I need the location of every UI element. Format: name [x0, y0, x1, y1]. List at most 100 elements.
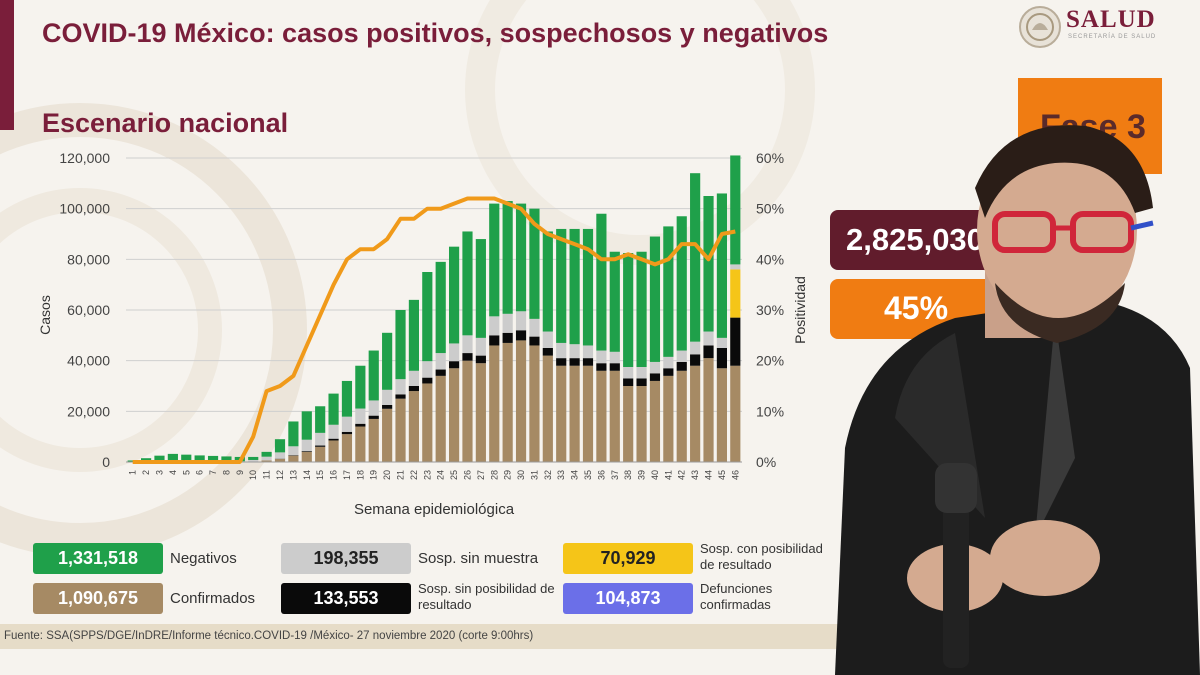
bar-segment [382, 389, 393, 405]
x-tick-label: 35 [583, 470, 593, 480]
bar-segment [194, 455, 205, 462]
bar-segment [221, 456, 232, 462]
bar-segment [676, 350, 687, 362]
bar-segment [609, 370, 620, 462]
x-tick-label: 17 [342, 470, 352, 480]
bar-segment [663, 375, 674, 462]
bar-segment [368, 350, 379, 401]
bar-segment [623, 253, 634, 367]
x-tick-label: 24 [436, 470, 446, 480]
x-tick-label: 19 [369, 470, 379, 480]
bar-segment [703, 196, 714, 332]
bar-segment [623, 367, 634, 379]
x-tick-label: 10 [248, 470, 258, 480]
bar-segment [140, 458, 152, 462]
salud-logo-icon [1019, 6, 1061, 48]
bar-segment [529, 318, 540, 337]
x-tick-label: 6 [195, 470, 205, 475]
x-tick-label: 22 [409, 470, 419, 480]
legend-label-sin-posibilidad: Sosp. sin posibilidad de resultado [418, 581, 555, 612]
x-tick-label: 3 [154, 470, 164, 475]
x-tick-label: 40 [650, 470, 660, 480]
bar-segment [207, 455, 219, 462]
y-tick-label: 100,000 [59, 201, 110, 217]
bar-segment [274, 439, 286, 453]
bar-segment [395, 398, 406, 462]
logo-text: SALUD [1066, 6, 1156, 33]
bar-segment [690, 354, 701, 366]
legend-value-defunciones: 104,873 [595, 588, 661, 608]
total-tests-value: 2,825,030 [846, 222, 984, 257]
x-tick-label: 39 [637, 470, 647, 480]
bar-segment [154, 455, 165, 461]
bar-segment [288, 446, 299, 456]
x-tick-label: 29 [503, 470, 513, 480]
bar-segment [422, 377, 433, 384]
bar-segment [475, 355, 486, 364]
bar-segment [448, 246, 460, 344]
positivity-value: 45% [884, 290, 949, 326]
x-tick-label: 13 [288, 470, 298, 480]
legend-value-negativos: 1,331,518 [57, 548, 139, 568]
bar-segment [556, 365, 567, 462]
x-tick-label: 32 [543, 470, 553, 480]
bar-segment [315, 406, 326, 433]
legend-swatch-sin-posibilidad: 133,553 [281, 583, 411, 614]
bar-segment [582, 365, 594, 462]
footer-bar [0, 624, 845, 649]
bar-segment [462, 353, 473, 361]
bar-segment [730, 365, 741, 462]
bar-segment [649, 380, 661, 462]
bar-segment [395, 379, 406, 395]
bar-segment [569, 228, 580, 345]
legend-label-negativos: Negativos [170, 550, 237, 567]
bar-segment [248, 456, 259, 460]
bar-segment [368, 415, 379, 419]
bar-segment [716, 348, 728, 369]
bar-segment [556, 358, 567, 366]
y-tick-label: 20,000 [67, 403, 110, 419]
bar-segment [663, 356, 674, 369]
x-tick-label: 20 [382, 470, 392, 480]
x-tick-label: 43 [690, 470, 700, 480]
bar-segment [288, 455, 299, 456]
bar-segment [556, 342, 567, 359]
bar-segment [676, 361, 687, 371]
bar-segment [448, 368, 460, 462]
bar-segment [489, 203, 500, 317]
bar-segment [502, 332, 513, 343]
bar-segment [529, 345, 540, 462]
bar-segment [368, 400, 379, 416]
bar-segment [716, 368, 728, 462]
x-tick-label: 31 [529, 470, 539, 480]
x-tick-label: 25 [449, 470, 459, 480]
bar-segment [636, 378, 647, 386]
bar-segment [355, 426, 366, 462]
page-title: COVID-19 México: casos positivos, sospec… [42, 18, 829, 48]
x-tick-label: 23 [422, 470, 432, 480]
bar-segment [355, 408, 366, 424]
y-tick-label: 120,000 [59, 150, 110, 166]
bar-segment [703, 331, 714, 346]
logo-subtext: SECRETARÍA DE SALUD [1068, 34, 1157, 40]
bar-segment [542, 355, 553, 462]
bar-segment [582, 345, 594, 359]
bar-segment [730, 269, 741, 318]
bar-segment [395, 310, 406, 380]
bar-segment [422, 383, 433, 462]
x-tick-label: 12 [275, 470, 285, 480]
x-tick-label: 26 [462, 470, 472, 480]
bar-segment [261, 460, 272, 462]
bar-segment [341, 416, 353, 432]
bar-segment [542, 348, 553, 356]
accent-strip [0, 0, 14, 130]
bar-segment [274, 458, 286, 462]
bar-segment [690, 173, 701, 342]
legend-label-con-posibilidad: Sosp. con posibilidad de resultado [700, 541, 823, 572]
page-subtitle: Escenario nacional [42, 108, 289, 138]
bar-segment [167, 453, 178, 461]
bar-segment [288, 421, 299, 447]
bar-segment [690, 365, 701, 462]
bar-segment [556, 228, 567, 343]
